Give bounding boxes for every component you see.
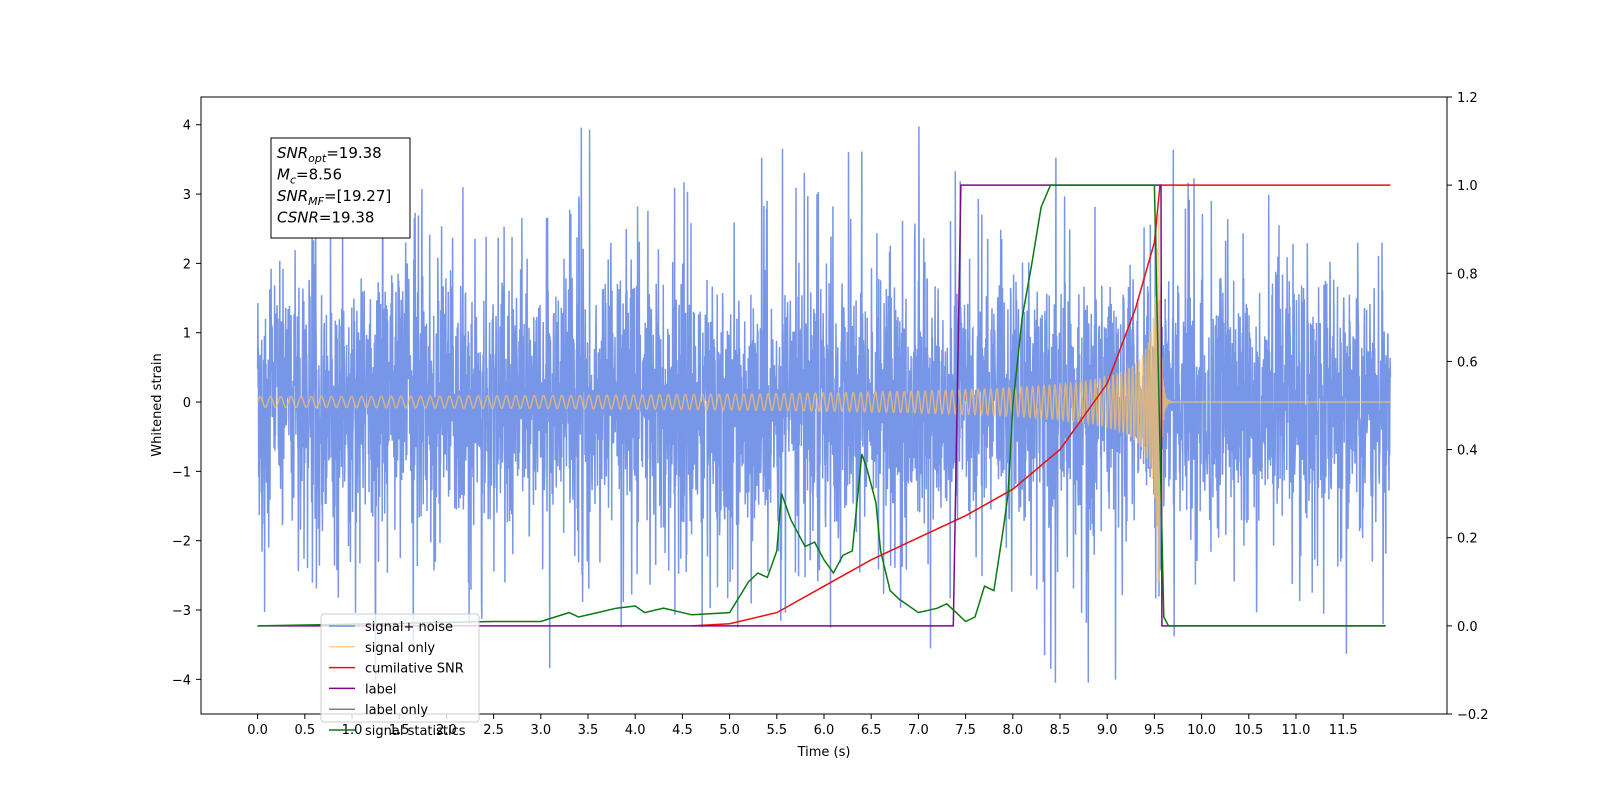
y-tick-label: −2 [172, 535, 191, 550]
y-tick-label: 1 [183, 327, 191, 342]
legend-label: label only [365, 703, 428, 718]
x-tick-label: 4.5 [672, 723, 693, 738]
legend-label: cumilative SNR [365, 662, 464, 677]
y2-tick-label: 1.2 [1457, 91, 1478, 106]
annotation-line: CSNR=19.38 [277, 209, 374, 227]
y2-tick-label: −0.2 [1457, 708, 1489, 723]
y-tick-label: −1 [172, 465, 191, 480]
x-tick-label: 6.5 [861, 723, 882, 738]
y-axis-title: Whitened strain [150, 353, 165, 456]
x-tick-label: 8.5 [1050, 723, 1071, 738]
y2-tick-label: 0.0 [1457, 620, 1478, 635]
y2-tick-label: 0.6 [1457, 355, 1478, 370]
legend-label: signal only [365, 641, 435, 656]
x-tick-label: 9.5 [1144, 723, 1165, 738]
x-tick-label: 0.5 [294, 723, 315, 738]
annotation-line: Mc=8.56 [277, 166, 342, 187]
x-tick-label: 10.0 [1187, 723, 1216, 738]
x-tick-label: 8.0 [1002, 723, 1023, 738]
x-tick-label: 7.0 [908, 723, 929, 738]
y-axis-left: 4 3 2 1 0 −1 −2 −3 −4 [172, 119, 201, 688]
series-line-cumilative-snr [691, 184, 1391, 627]
x-tick-label: 4.0 [625, 723, 646, 738]
y-tick-label: −4 [172, 673, 191, 688]
x-tick-label: 6.0 [814, 723, 835, 738]
y-tick-label: 4 [183, 119, 191, 134]
y-axis-right: 1.2 1.0 0.8 0.6 0.4 0.2 0.0 −0.2 [1447, 91, 1489, 723]
legend-frame [320, 613, 480, 723]
legend: signal+ noise signal only cumilative SNR la… [320, 613, 480, 739]
y2-tick-label: 1.0 [1457, 179, 1478, 194]
series-line-signal-statistics [257, 184, 1386, 627]
legend-label: signal+ noise [365, 620, 453, 635]
legend-label: label [365, 682, 396, 697]
y-tick-label: 2 [183, 257, 191, 272]
x-tick-label: 11.0 [1281, 723, 1310, 738]
annotation-line: SNRopt=19.38 [277, 144, 382, 165]
x-tick-label: 2.5 [483, 723, 504, 738]
y2-tick-label: 0.8 [1457, 267, 1478, 282]
x-tick-label: 1.5 [389, 723, 410, 738]
x-tick-label: 9.0 [1097, 723, 1118, 738]
legend-label: signal statistics [365, 724, 466, 739]
x-tick-label: 0.0 [247, 723, 268, 738]
x-axis: 0.0 0.5 1.0 1.5 2.0 2.5 3.0 3.5 4.0 4.5 5.0 5.5 6.0 6… [247, 714, 1358, 738]
y-tick-label: 3 [183, 188, 191, 203]
series-line-signal-noise [256, 126, 1392, 683]
y-tick-label: 0 [183, 396, 191, 411]
x-tick-label: 10.5 [1234, 723, 1263, 738]
y2-tick-label: 0.2 [1457, 532, 1478, 547]
x-tick-label: 5.0 [719, 723, 740, 738]
x-tick-label: 7.5 [955, 723, 976, 738]
x-tick-label: 5.5 [766, 723, 787, 738]
x-tick-label: 3.5 [578, 723, 599, 738]
series-line-signal-only [256, 214, 1391, 583]
x-axis-title: Time (s) [797, 745, 851, 760]
x-tick-label: 2.0 [436, 723, 457, 738]
y2-tick-label: 0.4 [1457, 444, 1478, 459]
annotation-box: SNRopt=19.38Mc=8.56SNRMF=[19.27]CSNR=19.… [270, 137, 411, 239]
x-tick-label: 3.0 [530, 723, 551, 738]
annotation-line: SNRMF=[19.27] [277, 187, 391, 208]
x-tick-label: 11.5 [1329, 723, 1358, 738]
annotation-frame [270, 137, 411, 239]
y-tick-label: −3 [172, 604, 191, 619]
